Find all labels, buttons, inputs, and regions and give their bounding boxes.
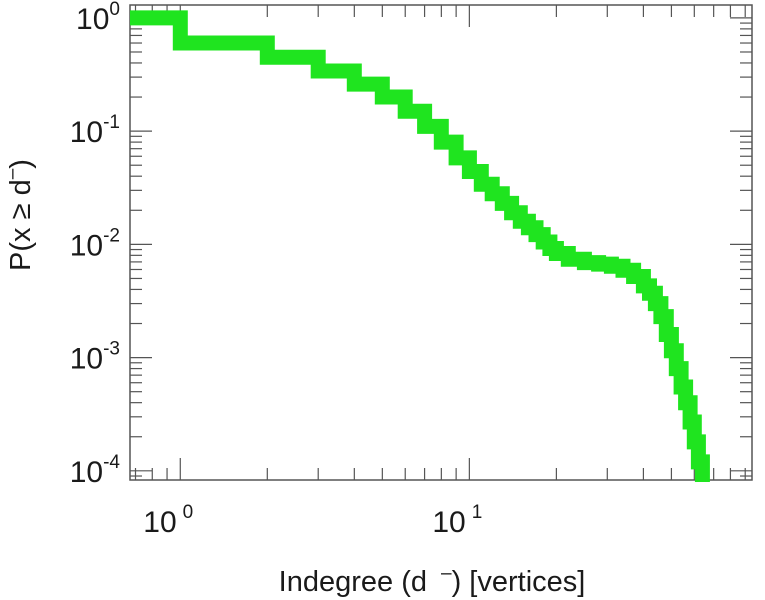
y-tick-label: 10-1 [70,112,120,149]
y-axis-title-symbol: – [2,168,23,179]
y-tick-label-base: 10 [70,229,103,262]
x-tick-label-base: 10 [143,506,176,539]
x-tick-label: 10 1 [432,502,482,539]
x-tick-label-exp: 1 [472,502,483,523]
axis-ticks [130,5,752,480]
y-tick-label: 10-3 [70,339,120,376]
y-tick-label-base: 10 [76,3,109,36]
x-axis-title-text: Indegree (d [279,566,427,598]
y-axis-title: P(x ≥ d–) [2,159,37,271]
y-axis-title-close: ) [5,159,37,169]
x-axis-title-symbol: – [441,563,452,584]
data-series [130,10,710,482]
y-tick-label-exp: -3 [103,339,120,360]
plot-frame [129,4,753,481]
x-axis-title-unit: ) [vertices] [452,566,586,598]
series-line-0 [130,10,710,482]
y-tick-label-base: 10 [70,343,103,376]
x-axis-title: Indegree (d –) [vertices] [279,563,586,598]
y-tick-label: 100 [76,0,120,36]
y-tick-label: 10-2 [70,225,120,262]
x-tick-label: 10 0 [143,502,193,539]
y-axis-title-geq: ≥ [5,203,37,219]
y-tick-label-base: 10 [70,116,103,149]
x-tick-label-base: 10 [432,506,465,539]
y-axis-title-d: d [5,179,37,203]
y-axis-title-text: P(x [5,219,37,271]
y-tick-label-exp: -2 [103,225,120,246]
x-tick-label-exp: 0 [183,502,194,523]
y-tick-label: 10-4 [70,452,121,489]
y-tick-label-exp: -4 [103,452,120,473]
y-tick-label-exp: -1 [103,112,120,133]
y-tick-label-exp: 0 [109,0,120,20]
y-tick-label-base: 10 [70,456,103,489]
